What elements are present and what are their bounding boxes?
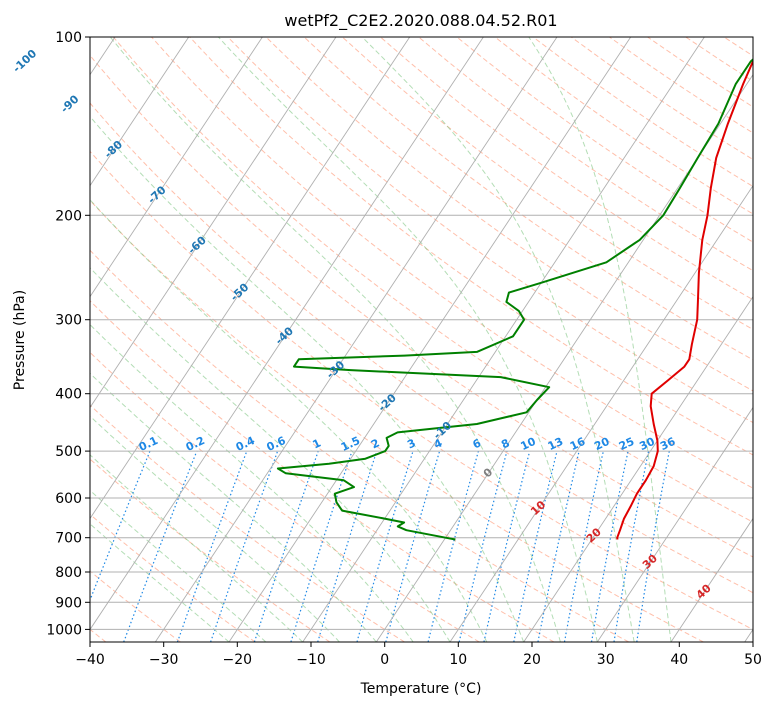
moist-adiabat <box>90 372 377 642</box>
mixing-ratio-label: 10 <box>519 435 539 453</box>
x-tick-label: 30 <box>597 652 615 668</box>
dewpoint-line <box>276 58 753 541</box>
y-tick-label: 500 <box>55 444 82 460</box>
isotherm-line <box>90 37 190 187</box>
isotherm-line <box>670 517 753 642</box>
isotherm-line <box>228 37 632 642</box>
moist-adiabat <box>90 323 414 642</box>
x-tick-label: 40 <box>670 652 688 668</box>
mixing-ratio-line <box>513 450 558 642</box>
mixing-ratio-line <box>290 450 353 642</box>
x-axis-ticks: −40 −30 −20 −10 0 10 20 30 40 50 <box>75 642 762 668</box>
chart-title: wetPf2_C2E2.2020.088.04.52.R01 <box>284 11 557 31</box>
dry-adiabat <box>90 199 704 642</box>
y-tick-label: 300 <box>55 313 82 329</box>
isobar-gridlines <box>90 37 753 630</box>
y-tick-label: 1000 <box>46 622 82 638</box>
isotherm-line <box>449 184 753 642</box>
x-tick-label: −30 <box>149 652 179 668</box>
dry-adiabat <box>90 300 555 642</box>
mixing-ratio-label: 25 <box>617 435 636 453</box>
mixing-ratio-line <box>176 450 248 642</box>
dry-adiabat <box>90 102 753 594</box>
sounding-series <box>276 58 753 541</box>
mixing-ratio-label: 20 <box>592 435 612 453</box>
isotherm-line <box>90 37 411 520</box>
y-axis-label: Pressure (hPa) <box>12 290 28 390</box>
y-tick-label: 900 <box>55 595 82 611</box>
x-tick-label: 50 <box>744 652 762 668</box>
isotherm-line <box>90 37 337 409</box>
isotherm-line <box>523 295 753 642</box>
x-tick-label: 20 <box>523 652 541 668</box>
y-tick-label: 100 <box>55 30 82 46</box>
dry-adiabat <box>90 150 753 630</box>
isotherm-line <box>154 37 558 642</box>
isotherm-line <box>596 406 753 642</box>
dry-adiabat <box>380 37 753 301</box>
moist-adiabat <box>90 115 525 642</box>
x-tick-label: −20 <box>223 652 253 668</box>
y-tick-label: 600 <box>55 491 82 507</box>
moist-adiabat <box>109 37 561 642</box>
mixing-ratio-label: 30 <box>637 435 657 453</box>
dry-adiabats <box>90 37 753 642</box>
mixing-ratio-label: 36 <box>658 435 678 453</box>
isotherm-line <box>90 37 484 631</box>
dry-adiabat <box>151 37 753 489</box>
plot-frame <box>89 36 754 643</box>
moist-adiabat <box>90 454 304 642</box>
dry-adiabat <box>227 37 753 424</box>
dry-adiabat <box>90 249 629 642</box>
mixing-ratio-label: 16 <box>568 435 588 453</box>
mixing-ratio-line <box>253 450 319 642</box>
mixing-ratio-line <box>427 450 479 642</box>
y-tick-label: 800 <box>55 565 82 581</box>
x-axis-label: Temperature (°C) <box>360 681 482 697</box>
dry-adiabat <box>341 37 753 331</box>
moist-adiabat <box>90 415 340 642</box>
mixing-ratio-line <box>210 450 279 642</box>
isotherm-line <box>375 73 753 642</box>
dry-adiabat <box>112 37 753 523</box>
x-tick-label: −10 <box>296 652 326 668</box>
mixing-ratio-line <box>458 450 508 642</box>
mixing-ratio-label: 13 <box>546 435 565 453</box>
x-tick-label: −40 <box>75 652 105 668</box>
moist-adiabat <box>528 37 672 642</box>
x-tick-label: 0 <box>380 652 389 668</box>
dry-adiabat <box>189 37 753 456</box>
mixing-ratio-line <box>356 450 414 642</box>
mixing-ratio-line <box>317 450 378 642</box>
y-tick-label: 700 <box>55 531 82 547</box>
moist-adiabat <box>90 523 230 642</box>
skewed-isotherms <box>90 37 753 642</box>
moist-adiabat <box>90 199 488 642</box>
dry-adiabat <box>90 351 480 642</box>
moist-adiabat <box>218 37 598 642</box>
y-tick-label: 400 <box>55 387 82 403</box>
isotherm-line <box>90 37 263 298</box>
x-tick-label: 10 <box>449 652 467 668</box>
y-axis-ticks: 100 200 300 400 500 600 700 800 900 1000 <box>46 30 90 638</box>
y-tick-label: 200 <box>55 208 82 224</box>
moist-adiabat <box>90 267 451 642</box>
mixing-ratio-line <box>123 450 198 642</box>
plot-area <box>90 37 753 642</box>
mixing-ratio-line <box>90 450 151 602</box>
temperature-line <box>616 59 753 540</box>
